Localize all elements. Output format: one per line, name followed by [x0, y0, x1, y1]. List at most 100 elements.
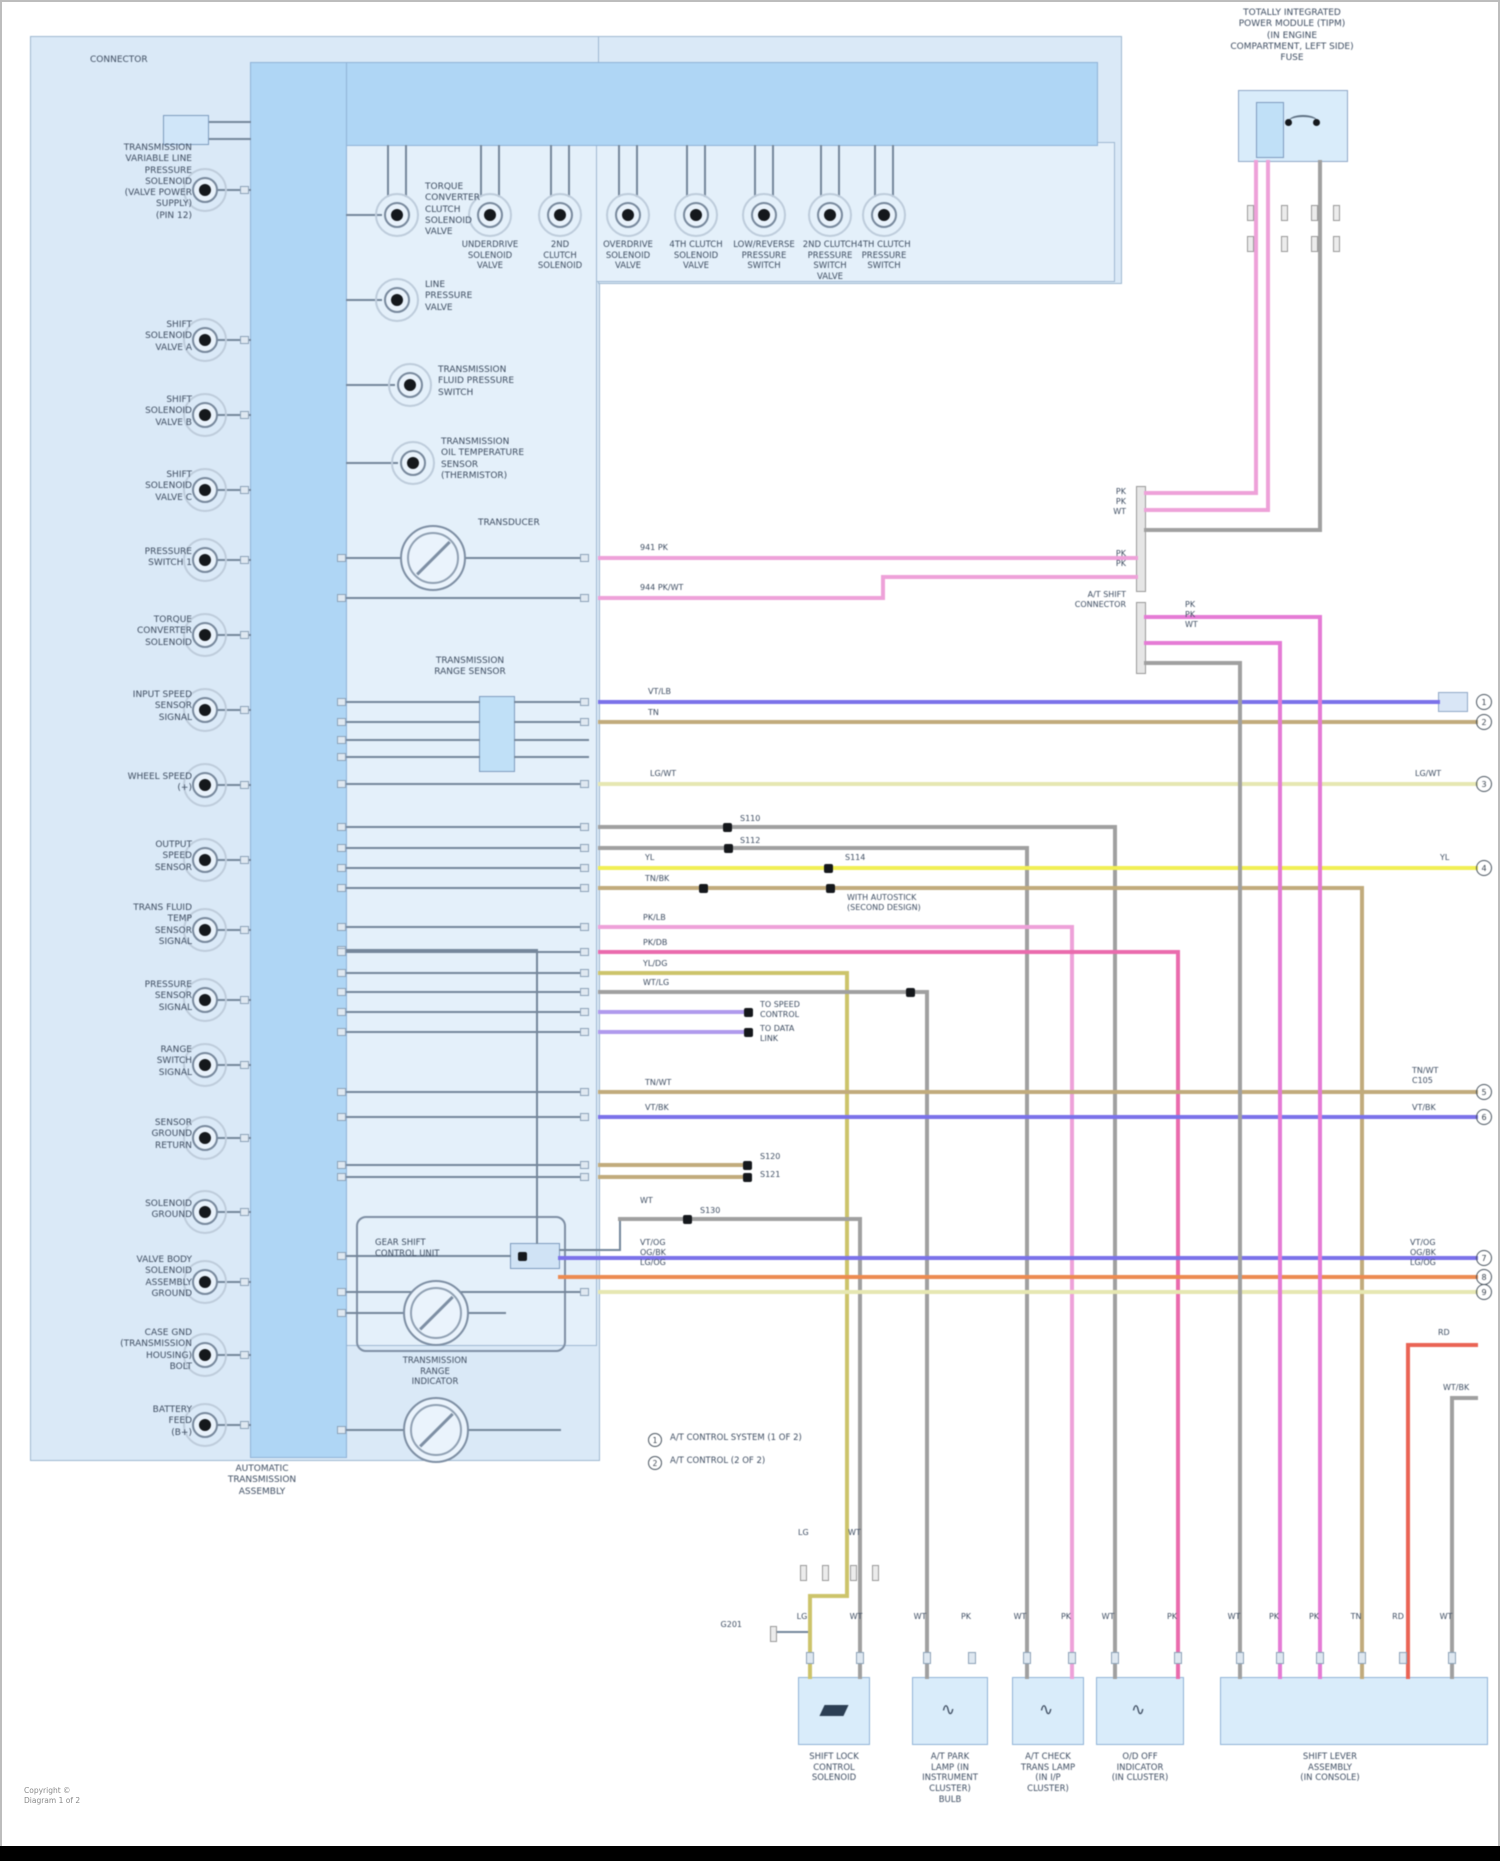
diagram-label-line: S112 — [740, 836, 761, 845]
diagram-label-line: CASE GND — [144, 1328, 192, 1338]
diagram-label-line: LG/WT — [1415, 769, 1442, 778]
diagram-label-line: VALVE — [425, 227, 453, 237]
diagram-label-line: TEMP — [167, 914, 192, 925]
diagram-label-line: FUSE — [1280, 53, 1304, 63]
bar-pin-tick — [240, 1134, 249, 1142]
component-pin-tick — [856, 1652, 864, 1664]
diagram-label: A/T SHIFT CONNECTOR — [1075, 590, 1126, 610]
bar-pin-tick — [337, 948, 346, 956]
diagram-label-line: BULB — [938, 1794, 962, 1805]
bar-pin-tick — [240, 1061, 249, 1069]
component-halo — [183, 393, 227, 437]
splice-dot — [724, 844, 733, 853]
diagram-label-line: SHIFT — [166, 320, 192, 330]
component-halo — [742, 193, 786, 237]
component-terminal-dot — [824, 209, 836, 221]
diagram-label: UNDERDRIVE SOLENOID VALVE — [462, 240, 519, 272]
bar-pin-tick — [240, 1208, 249, 1216]
component-halo — [468, 193, 512, 237]
component-pin-tick — [1316, 1652, 1324, 1664]
wire-tan-stub-1 — [598, 1163, 749, 1167]
bar-pin-tick — [337, 1028, 346, 1036]
copyright-line-2: Diagram 1 of 2 — [24, 1796, 81, 1805]
circuit-line — [514, 739, 589, 741]
diagram-label-line: CONVERTER — [425, 193, 480, 204]
component-terminal-dot — [199, 1419, 211, 1431]
diagram-label-line: (IN I/P — [1035, 1773, 1061, 1784]
diagram-label-line: CONVERTER — [137, 626, 192, 637]
diagram-label-line: POWER MODULE (TIPM) — [1238, 19, 1346, 30]
wire-violet-stub-2 — [598, 1030, 750, 1034]
component-halo — [183, 1190, 227, 1234]
component-terminal-dot — [199, 994, 211, 1006]
diagram-label-line: VALVE — [816, 271, 844, 282]
diagram-label-line: G201 — [720, 1620, 742, 1629]
diagram-label-line: WT — [1439, 1612, 1453, 1621]
circuit-line — [514, 721, 589, 723]
diagram-label-line: OG/BK — [640, 1248, 666, 1257]
diagram-label: TORQUE CONVERTER CLUTCH SOLENOID VALVE — [425, 182, 480, 238]
diagram-label-line: VT/OG — [1410, 1238, 1436, 1247]
diagram-label-line: SOLENOID — [673, 250, 719, 261]
wire-olive-1 — [598, 971, 849, 975]
diagram-label: LOW/REVERSE PRESSURE SWITCH — [733, 240, 795, 272]
diagram-label: PK — [961, 1612, 971, 1622]
component-halo — [183, 1043, 227, 1087]
diagram-label-line: PK — [1115, 487, 1126, 496]
wire-orange-1 — [558, 1275, 1478, 1279]
connector-pin-tick — [580, 823, 589, 831]
diagram-label-line: LINE — [425, 280, 446, 290]
diagram-label-line: WT — [640, 1196, 653, 1205]
wire-red-1 — [1406, 1343, 1410, 1679]
diagram-label-line: PRESSURE — [144, 980, 192, 990]
circuit-line — [209, 121, 251, 123]
bar-pin-tick — [337, 780, 346, 788]
wire-pink-2 — [598, 596, 885, 600]
diagram-label-line: PK — [1166, 1612, 1178, 1621]
diagram-label-line: TOTALLY INTEGRATED — [1243, 8, 1341, 18]
wire-gray-top-1 — [1318, 160, 1322, 532]
diagram-label-line: LINK — [760, 1034, 779, 1043]
diagram-label: YL — [1440, 853, 1449, 863]
diagram-label-line: A/T CHECK — [1025, 1752, 1071, 1762]
diagram-label-line: SWITCH — [156, 1056, 192, 1067]
component-terminal-dot — [484, 209, 496, 221]
diagram-label: YL/DG — [643, 959, 667, 969]
diagram-label: INPUT SPEED SENSOR SIGNAL — [133, 690, 192, 724]
component-halo — [183, 538, 227, 582]
diagram-label-line: TRANSMISSION — [441, 437, 510, 447]
circuit-line — [217, 634, 251, 636]
wire-tan-2 — [598, 886, 1364, 890]
diagram-label-line: VALVE — [425, 302, 453, 313]
diagram-label: PK PK — [1116, 549, 1126, 569]
component-circle — [384, 202, 410, 228]
wire-tan-3 — [598, 1090, 1478, 1094]
wire-yellow-1 — [598, 866, 1478, 870]
diagram-label-line: SENSOR — [441, 459, 479, 470]
wire-pink-1 — [598, 556, 1138, 560]
diagram-label-line: VALVE — [476, 261, 504, 272]
wire-olive-1 — [808, 1594, 849, 1598]
circuit-line — [346, 826, 589, 828]
diagram-label-line: VT/BK — [1412, 1103, 1436, 1112]
bar-pin-tick — [337, 1309, 346, 1317]
bar-pin-tick — [337, 1288, 346, 1296]
case-connector — [163, 115, 209, 145]
diagram-label: WT — [1014, 1612, 1027, 1622]
diagram-label-line: 941 PK — [640, 543, 668, 552]
diagram-label-line: PRESSURE — [144, 165, 192, 176]
component-pin-tick — [1111, 1652, 1119, 1664]
diagram-label-line: (THERMISTOR) — [441, 470, 508, 481]
circuit-line — [568, 145, 570, 197]
circuit-line — [346, 926, 589, 928]
diagram-label: TORQUE CONVERTER SOLENOID — [137, 615, 192, 649]
connector-pin-tick — [580, 1113, 589, 1121]
circuit-line — [346, 597, 589, 599]
fuse-arc — [1288, 115, 1318, 129]
wire-tan-stub-2 — [598, 1175, 749, 1179]
bar-pin-tick — [337, 864, 346, 872]
diagram-label-line: AUTOMATIC — [235, 1464, 289, 1474]
circuit-line — [387, 145, 389, 197]
wire-gray-2 — [1025, 846, 1029, 1679]
connector-pin-tick — [580, 1008, 589, 1016]
